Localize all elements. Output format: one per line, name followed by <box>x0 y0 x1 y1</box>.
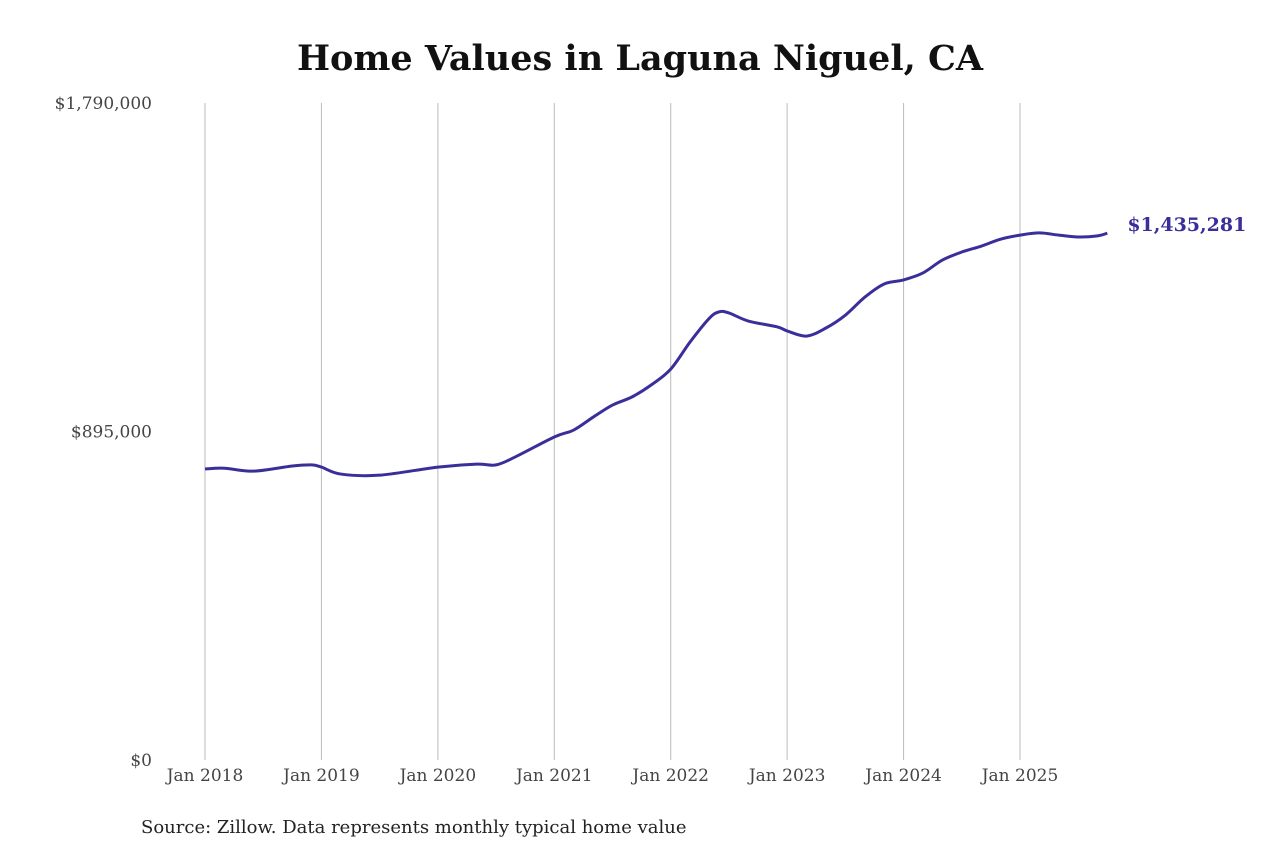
x-tick-label: Jan 2018 <box>165 766 244 786</box>
x-tick-label: Jan 2025 <box>980 766 1059 786</box>
y-tick-label: $895,000 <box>71 423 152 443</box>
series-line <box>204 231 1108 478</box>
y-tick-label: $0 <box>130 751 152 771</box>
x-tick-label: Jan 2023 <box>747 766 826 786</box>
end-value-label: $1,435,281 <box>1127 214 1246 236</box>
source-note: Source: Zillow. Data represents monthly … <box>141 817 687 838</box>
chart-title: Home Values in Laguna Niguel, CA <box>296 38 984 79</box>
x-tick-label: Jan 2021 <box>514 766 593 786</box>
x-tick-label: Jan 2022 <box>630 766 709 786</box>
x-tick-label: Jan 2019 <box>281 766 360 786</box>
y-tick-label: $1,790,000 <box>55 94 152 114</box>
x-tick-label: Jan 2024 <box>863 766 942 786</box>
x-tick-label: Jan 2020 <box>398 766 477 786</box>
